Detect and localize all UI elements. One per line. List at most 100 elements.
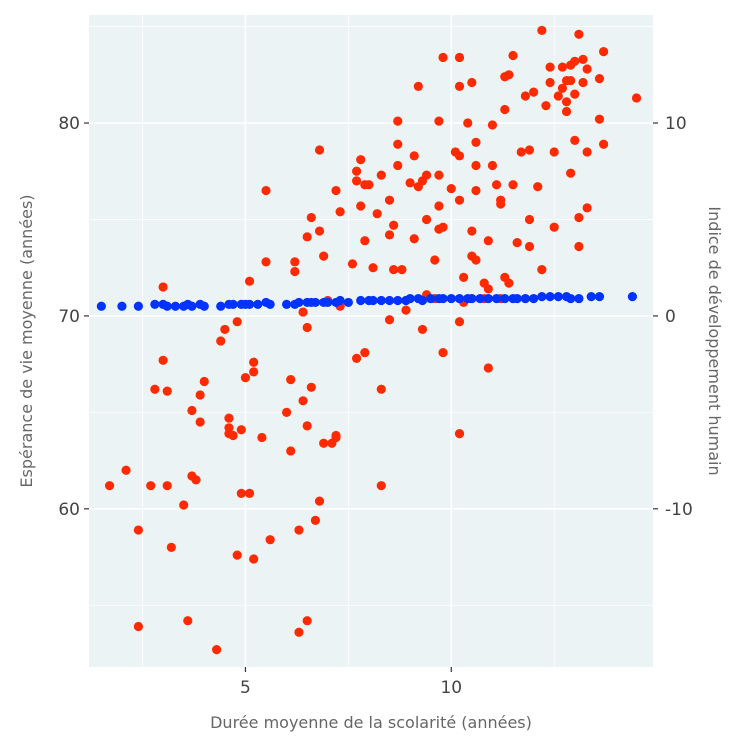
life-expectancy-point [483, 363, 493, 373]
life-expectancy-point [533, 182, 543, 192]
life-expectancy-point [524, 241, 535, 252]
life-expectancy-points [104, 25, 642, 655]
life-expectancy-point [434, 170, 444, 180]
life-expectancy-point [298, 396, 308, 406]
hdi-point [199, 301, 209, 311]
hdi-point [253, 299, 263, 309]
hdi-point [483, 293, 493, 304]
hdi-point [574, 293, 584, 304]
life-expectancy-point [529, 87, 539, 97]
life-expectancy-point [199, 376, 209, 387]
life-expectancy-point [566, 168, 576, 178]
y-right-tick-label: -10 [665, 500, 693, 520]
life-expectancy-point [224, 413, 234, 423]
hdi-point [150, 299, 160, 309]
life-expectancy-point [351, 176, 362, 186]
life-expectancy-point [314, 496, 325, 506]
life-expectancy-point [302, 322, 312, 333]
hdi-points [96, 292, 638, 311]
hdi-point [491, 293, 502, 304]
life-expectancy-point [319, 438, 329, 448]
life-expectancy-point [516, 147, 526, 157]
life-expectancy-point [483, 284, 493, 294]
life-expectancy-point [302, 421, 312, 431]
hdi-point [376, 295, 386, 306]
life-expectancy-point [368, 263, 378, 273]
life-expectancy-point [570, 135, 580, 145]
life-expectancy-point [570, 89, 580, 99]
life-expectancy-point [384, 230, 395, 240]
life-expectancy-point [578, 54, 588, 64]
life-expectancy-point [351, 353, 362, 363]
life-expectancy-point [421, 214, 432, 225]
life-expectancy-point [397, 265, 407, 275]
x-axis-title: Durée moyenne de la scolarité (années) [210, 713, 532, 732]
life-expectancy-point [244, 488, 255, 498]
hdi-point [520, 293, 530, 304]
life-expectancy-point [166, 542, 176, 553]
y-axis-left-title: Espérance de vie moyenne (années) [17, 194, 36, 487]
life-expectancy-point [298, 307, 308, 317]
life-expectancy-point [504, 70, 514, 80]
hdi-point [537, 292, 547, 302]
life-expectancy-point [582, 203, 592, 213]
y-left-tick-label: 70 [58, 307, 80, 327]
life-expectancy-point [549, 147, 559, 157]
hdi-point [545, 292, 555, 302]
hdi-point [384, 295, 395, 306]
life-expectancy-point [286, 446, 296, 456]
life-expectancy-point [240, 373, 251, 383]
life-expectancy-point [570, 56, 580, 66]
life-expectancy-point [566, 75, 576, 86]
life-expectancy-point [364, 180, 374, 190]
life-expectancy-point [389, 265, 399, 275]
life-expectancy-point [133, 525, 144, 535]
life-expectancy-point [356, 155, 366, 165]
life-expectancy-point [236, 488, 246, 498]
life-expectancy-point [261, 185, 271, 196]
life-expectancy-point [561, 106, 572, 117]
life-expectancy-point [438, 222, 448, 232]
grid-lines [89, 15, 653, 667]
axes: 5 10 60 70 80 -10 0 10 [58, 114, 692, 698]
life-expectancy-point [360, 236, 370, 246]
life-expectancy-point [594, 114, 605, 124]
hdi-point [438, 293, 448, 304]
hdi-point [162, 301, 172, 311]
hdi-point [512, 293, 522, 304]
hdi-point [529, 293, 539, 304]
life-expectancy-point [121, 465, 131, 475]
life-expectancy-point [261, 257, 271, 267]
life-expectancy-point [594, 74, 605, 84]
life-expectancy-point [434, 201, 444, 211]
life-expectancy-point [471, 137, 481, 147]
life-expectancy-point [487, 120, 498, 130]
life-expectancy-point [393, 160, 403, 171]
life-expectancy-point [491, 180, 502, 190]
hdi-point [446, 293, 456, 304]
life-expectancy-point [463, 118, 473, 128]
hdi-point [216, 301, 226, 311]
life-expectancy-point [483, 236, 493, 246]
life-expectancy-point [434, 116, 444, 126]
hdi-point [393, 295, 403, 306]
life-expectancy-point [376, 481, 386, 491]
life-expectancy-point [537, 25, 547, 36]
life-expectancy-point [183, 616, 193, 626]
y-axis-right-title: Indice de développement humain [705, 206, 724, 475]
life-expectancy-point [216, 336, 226, 346]
life-expectancy-point [195, 390, 205, 400]
hdi-point [500, 293, 510, 304]
life-expectancy-point [598, 139, 609, 149]
life-expectancy-point [331, 185, 341, 196]
life-expectancy-point [212, 645, 222, 655]
life-expectancy-point [314, 226, 325, 236]
life-expectancy-point [454, 428, 465, 439]
life-expectancy-point [446, 184, 456, 194]
life-expectancy-point [438, 52, 448, 63]
life-expectancy-point [454, 195, 465, 205]
hdi-point [117, 301, 127, 311]
life-expectancy-point [146, 481, 156, 491]
life-expectancy-point [290, 266, 300, 277]
life-expectancy-point [578, 77, 588, 88]
